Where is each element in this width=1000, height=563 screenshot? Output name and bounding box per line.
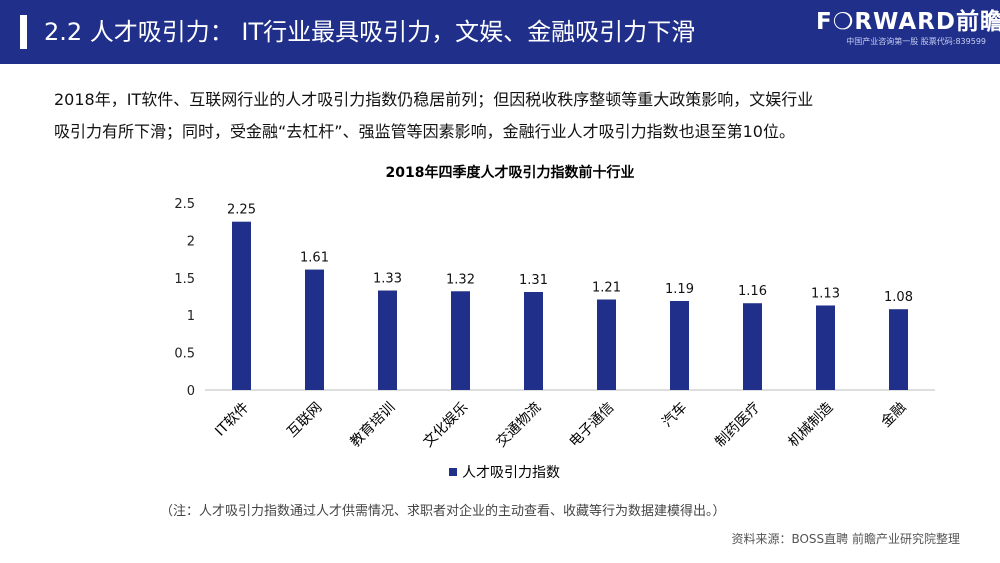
summary-paragraph: 2018年，IT软件、互联网行业的人才吸引力指数仍稳居前列；但因税收秩序整顿等重…	[54, 84, 954, 148]
bar	[451, 291, 470, 390]
logo-text: F❍RWARD前瞻	[816, 9, 1000, 35]
header-accent-bar	[20, 15, 27, 49]
y-tick-label: 2	[187, 234, 195, 249]
data-label: 1.32	[446, 272, 475, 287]
summary-line-1: 2018年，IT软件、互联网行业的人才吸引力指数仍稳居前列；但因税收秩序整顿等重…	[54, 90, 814, 109]
category-label: 互联网	[284, 400, 325, 441]
category-label: 教育培训	[347, 400, 398, 451]
data-label: 1.21	[592, 280, 621, 295]
footnote: （注：人才吸引力指数通过人才供需情况、求职者对企业的主动查看、收藏等行为数据建模…	[160, 504, 726, 519]
data-label: 1.61	[300, 251, 329, 266]
data-label: 1.33	[373, 272, 402, 287]
y-tick-label: 0.5	[174, 347, 195, 362]
bar	[816, 305, 835, 390]
data-label: 1.08	[884, 290, 913, 305]
logo-subtext: 中国产业咨询第一股 股票代码:839599	[846, 37, 986, 46]
y-tick-label: 0	[187, 384, 195, 399]
bar	[378, 290, 397, 390]
category-label: 电子通信	[566, 400, 617, 451]
category-label: 机械制造	[785, 400, 836, 451]
data-label: 2.25	[227, 203, 256, 218]
category-label: IT软件	[212, 400, 252, 440]
y-tick-label: 1.5	[174, 272, 195, 287]
header-bar: 2.2 人才吸引力： IT行业最具吸引力，文娱、金融吸引力下滑 F❍RWARD前…	[0, 0, 1000, 64]
bar-chart: 2018年四季度人才吸引力指数前十行业 0 0.5 1 1.5 2 2.5 2.25 IT软件 1…	[174, 164, 935, 481]
category-label: 文化娱乐	[420, 400, 471, 451]
y-tick-label: 1	[187, 309, 195, 324]
data-label: 1.31	[519, 273, 548, 288]
bar	[889, 309, 908, 390]
data-label: 1.13	[811, 286, 840, 301]
bar	[597, 299, 616, 390]
data-label: 1.16	[738, 284, 767, 299]
bar	[524, 292, 543, 390]
data-label: 1.19	[665, 282, 694, 297]
category-label: 制药医疗	[712, 400, 763, 451]
category-label: 汽车	[659, 399, 691, 431]
summary-line-2: 吸引力有所下滑；同时，受金融“去杠杆”、强监管等因素影响，金融行业人才吸引力指数…	[54, 122, 795, 141]
bar	[232, 221, 251, 390]
legend-swatch	[449, 468, 457, 476]
y-tick-label: 2.5	[174, 197, 195, 212]
forward-logo: F❍RWARD前瞻 中国产业咨询第一股 股票代码:839599	[816, 8, 1000, 56]
category-label: 金融	[878, 400, 909, 431]
legend-label: 人才吸引力指数	[462, 465, 560, 481]
bar	[743, 303, 762, 390]
page-title: 2.2 人才吸引力： IT行业最具吸引力，文娱、金融吸引力下滑	[44, 18, 696, 46]
bar	[670, 300, 689, 390]
category-label: 交通物流	[493, 399, 545, 451]
source-note: 资料来源：BOSS直聘 前瞻产业研究院整理	[731, 532, 960, 546]
chart-title: 2018年四季度人才吸引力指数前十行业	[386, 164, 635, 181]
bar	[305, 269, 324, 390]
